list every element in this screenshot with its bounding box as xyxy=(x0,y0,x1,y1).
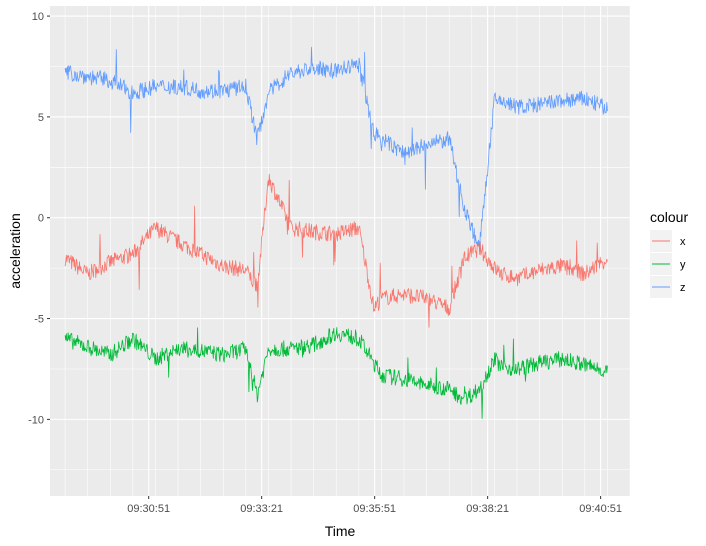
x-axis: 09:30:51 09:33:21 09:35:51 09:38:21 09:40:51 xyxy=(127,496,622,515)
legend-label-z: z xyxy=(680,282,686,294)
x-tick-label: 09:33:21 xyxy=(240,503,283,515)
series-line-z xyxy=(64,46,608,252)
legend-label-x: x xyxy=(680,236,686,248)
legend-title: colour xyxy=(650,209,688,225)
series-line-x xyxy=(64,173,608,328)
legend: colour xyz xyxy=(650,209,688,298)
legend-keys: xyz xyxy=(650,230,686,298)
y-tick-label: 0 xyxy=(38,213,44,225)
series-line-y xyxy=(64,327,608,419)
grid-minor xyxy=(50,6,631,496)
y-axis-title: acceleration xyxy=(7,213,23,289)
y-tick-label: 10 xyxy=(32,11,44,23)
x-tick-label: 09:30:51 xyxy=(127,503,170,515)
x-tick-label: 09:40:51 xyxy=(579,503,622,515)
x-tick-label: 09:38:21 xyxy=(466,503,509,515)
y-tick-label: 5 xyxy=(38,112,44,124)
y-tick-label: -5 xyxy=(34,314,44,326)
legend-label-y: y xyxy=(680,259,686,271)
x-tick-label: 09:35:51 xyxy=(353,503,396,515)
x-axis-title: Time xyxy=(325,523,356,539)
y-axis: -10 -5 0 5 10 xyxy=(28,11,50,426)
grid-major xyxy=(50,6,630,496)
series-layer xyxy=(64,46,608,419)
y-tick-label: -10 xyxy=(28,414,44,426)
